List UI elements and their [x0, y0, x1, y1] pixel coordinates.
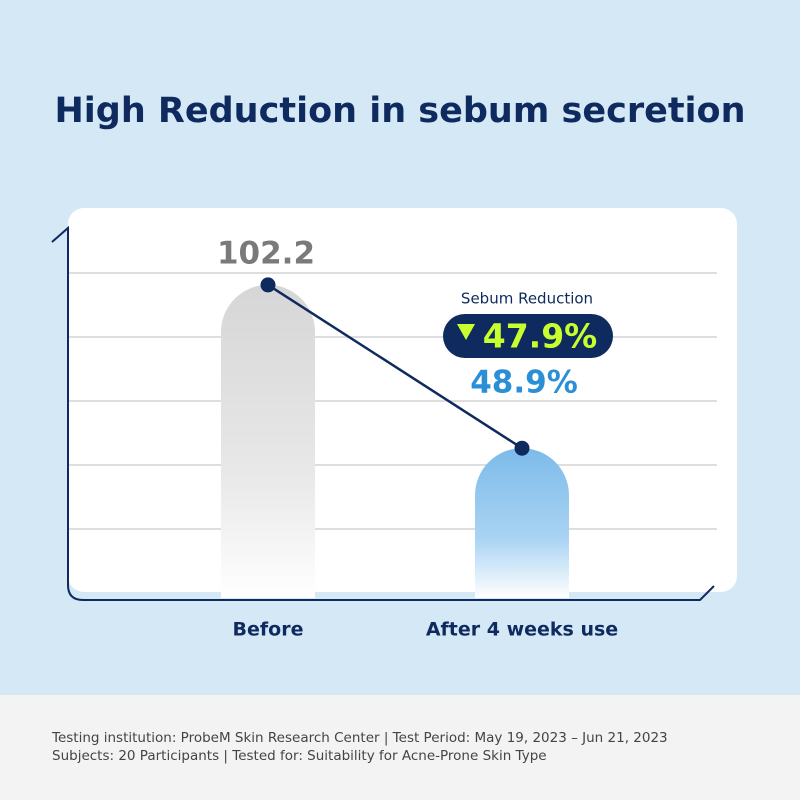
point [260, 277, 276, 293]
footnote: Subjects: 20 Participants | Tested for: … [52, 748, 547, 764]
chart-title: High Reduction in sebum secretion [54, 91, 745, 131]
bar [221, 284, 315, 598]
annotation-value: 47.9% [483, 317, 598, 356]
footer-background [0, 695, 800, 800]
trend-line [267, 283, 523, 450]
annotation-label: Sebum Reduction [461, 290, 593, 308]
x-tick-label: Before [233, 619, 304, 641]
value-label: 48.9% [470, 365, 578, 401]
bar [475, 448, 569, 598]
point [514, 440, 530, 456]
value-label: 102.2 [217, 236, 315, 272]
x-tick-label: After 4 weeks use [426, 619, 618, 641]
down-triangle [457, 324, 475, 340]
axis [51, 225, 715, 601]
card [68, 208, 737, 592]
badge [443, 314, 613, 358]
footnote: Testing institution: ProbeM Skin Researc… [51, 730, 668, 746]
